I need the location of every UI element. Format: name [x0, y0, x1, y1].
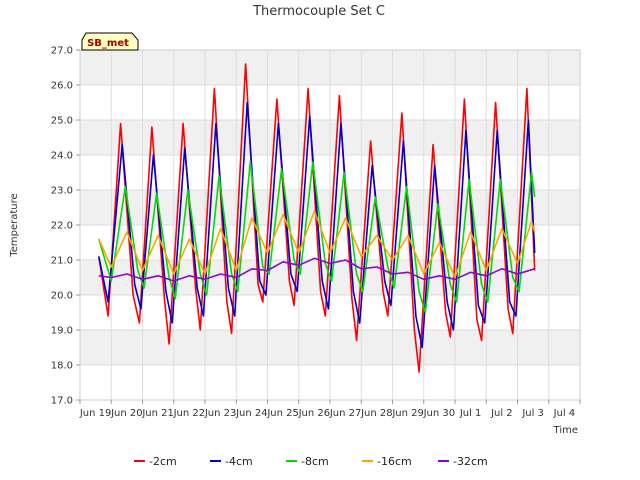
x-tick-label: Jun 22 — [173, 408, 206, 419]
x-tick-label: Jun 24 — [235, 408, 268, 419]
y-tick-label: 26.0 — [51, 81, 73, 92]
y-tick-label: 22.0 — [51, 221, 73, 232]
series-line-8cm — [98, 161, 536, 314]
legend-label: -8cm — [301, 455, 329, 468]
y-tick-label: 25.0 — [51, 116, 73, 127]
x-tick-label: Jun 25 — [266, 408, 299, 419]
legend-item: -32cm — [438, 455, 488, 468]
series-line-4cm — [98, 101, 536, 349]
chart-title: Thermocouple Set C — [252, 4, 385, 19]
x-tick-label: Jul 1 — [459, 408, 482, 419]
series-lines — [98, 63, 536, 373]
legend: -2cm -4cm -8cm -16cm -32cm — [134, 455, 488, 468]
y-tick-label: 27.0 — [51, 46, 73, 57]
x-tick-label: Jun 21 — [141, 408, 174, 419]
x-tick-label: Jun 26 — [298, 408, 331, 419]
x-tick-label: Jul 3 — [521, 408, 544, 419]
legend-item: -2cm — [134, 455, 177, 468]
x-tick-label: Jun 20 — [110, 408, 143, 419]
y-tick-label: 24.0 — [51, 151, 73, 162]
x-tick-label: Jun 23 — [204, 408, 237, 419]
x-tick-label: Jul 2 — [490, 408, 513, 419]
badge-shape — [81, 32, 139, 51]
series-line-2cm — [98, 63, 536, 373]
y-tick-label: 20.0 — [51, 291, 73, 302]
sb-met-badge: SB_met — [81, 32, 139, 51]
x-axis-title: Time — [553, 425, 578, 436]
series-line-16cm — [98, 210, 536, 279]
legend-item: -8cm — [286, 455, 329, 468]
y-tick-label: 18.0 — [51, 361, 73, 372]
x-tick-label: Jun 29 — [391, 408, 424, 419]
x-axis: Jun 19 Jun 20 Jun 21 Jun 22 Jun 23 Jun 24 Jun … — [79, 400, 581, 419]
x-tick-label: Jun 30 — [423, 408, 456, 419]
legend-label: -2cm — [149, 455, 177, 468]
legend-label: -32cm — [453, 455, 488, 468]
y-tick-label: 21.0 — [51, 256, 73, 267]
x-tick-label: Jun 27 — [329, 408, 362, 419]
y-tick-label: 19.0 — [51, 326, 73, 337]
y-axis-title: Temperature — [9, 193, 20, 257]
legend-item: -4cm — [210, 455, 253, 468]
y-tick-label: 17.0 — [51, 396, 73, 407]
y-axis: 17.0 18.0 19.0 20.0 21.0 22.0 23.0 24.0 25.0 26.0… — [51, 46, 80, 407]
series-line-32cm — [98, 257, 535, 282]
x-tick-label: Jun 28 — [360, 408, 393, 419]
x-tick-label: Jun 19 — [79, 408, 112, 419]
legend-label: -4cm — [225, 455, 253, 468]
y-tick-label: 23.0 — [51, 186, 73, 197]
x-tick-label: Jul 4 — [553, 408, 576, 419]
legend-item: -16cm — [362, 455, 412, 468]
legend-label: -16cm — [377, 455, 412, 468]
badge-label: SB_met — [87, 38, 129, 49]
